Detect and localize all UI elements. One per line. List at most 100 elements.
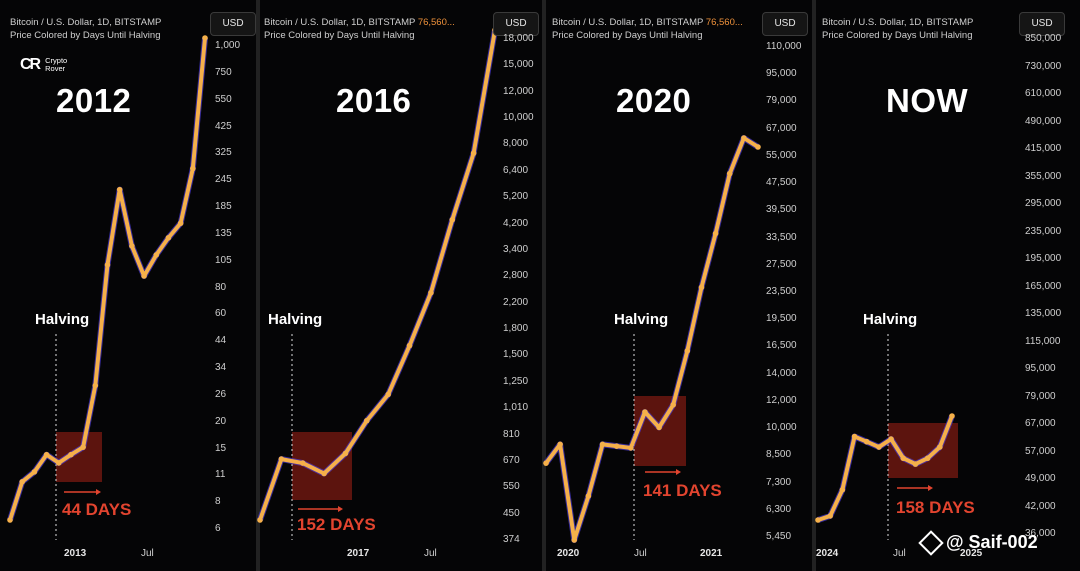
chart-title: Bitcoin / U.S. Dollar, 1D, BITSTAMP	[822, 17, 974, 28]
y-tick: 165,000	[1025, 280, 1062, 292]
year-label: NOW	[886, 82, 969, 119]
y-tick: 95,000	[1025, 363, 1056, 374]
price-readout: 76,560...	[417, 17, 455, 28]
logo-line2: Rover	[45, 64, 66, 73]
currency-button[interactable]: USD	[493, 12, 539, 36]
price-point	[815, 517, 821, 523]
y-tick: 295,000	[1025, 198, 1062, 209]
x-tick: Jul	[893, 548, 906, 559]
price-line	[544, 136, 760, 542]
price-point	[31, 469, 38, 475]
days-arrow-head	[96, 489, 101, 495]
price-point	[449, 216, 456, 223]
y-tick: 415,000	[1025, 143, 1062, 154]
y-tick: 16,500	[766, 340, 797, 352]
price-point	[613, 443, 620, 449]
y-tick: 750	[215, 66, 232, 78]
y-tick: 12,000	[503, 85, 534, 97]
currency-button[interactable]: USD	[1019, 12, 1065, 36]
y-tick: 550	[503, 481, 520, 493]
x-tick: 2013	[64, 548, 87, 559]
price-line-outline	[543, 135, 760, 543]
price-point	[670, 401, 676, 408]
y-tick: 2,800	[503, 270, 529, 282]
panel-divider	[812, 0, 816, 571]
price-point	[116, 186, 123, 193]
y-tick: 135,000	[1025, 308, 1062, 319]
price-point	[863, 438, 870, 445]
currency-button[interactable]: USD	[210, 12, 256, 36]
y-tick: 115,000	[1025, 335, 1061, 347]
y-tick: 67,000	[1025, 418, 1056, 429]
y-tick: 850,000	[1025, 33, 1062, 44]
price-point	[839, 486, 846, 493]
price-point	[599, 441, 606, 448]
x-tick: 2024	[816, 548, 839, 559]
price-series	[7, 35, 208, 523]
y-tick: 4,200	[503, 217, 529, 229]
chart-header: Bitcoin / U.S. Dollar, 1D, BITSTAMP 76,5…	[264, 16, 455, 42]
y-tick: 27,500	[766, 258, 797, 270]
y-tick: 730,000	[1025, 60, 1062, 72]
x-tick: Jul	[141, 548, 154, 559]
price-point	[141, 273, 147, 279]
y-tick: 245	[215, 174, 232, 186]
price-point	[342, 450, 349, 457]
price-point	[712, 230, 719, 237]
x-tick: Jul	[424, 548, 437, 559]
y-tick: 42,000	[1025, 500, 1056, 512]
y-tick: 8	[215, 496, 221, 508]
price-point	[92, 382, 99, 389]
y-tick: 1,010	[503, 402, 529, 414]
y-tick: 1,250	[503, 375, 529, 387]
chart-header: Bitcoin / U.S. Dollar, 1D, BITSTAMP Pric…	[10, 16, 161, 42]
chart-subtitle: Price Colored by Days Until Halving	[822, 30, 973, 41]
y-tick: 20	[215, 415, 227, 427]
price-point	[543, 460, 549, 466]
y-tick: 49,000	[1025, 473, 1056, 484]
y-tick: 1,000	[215, 40, 241, 51]
chart-subtitle: Price Colored by Days Until Halving	[264, 30, 415, 41]
price-point	[684, 348, 691, 354]
y-tick: 5,450	[766, 531, 792, 542]
y-tick: 105	[215, 254, 232, 266]
y-tick: 3,400	[503, 243, 529, 255]
halving-label: Halving	[268, 311, 323, 328]
y-tick: 10,000	[766, 422, 797, 434]
x-tick: Jul	[634, 548, 647, 559]
y-tick: 26	[215, 388, 227, 400]
x-tick: 2021	[700, 548, 723, 559]
y-tick: 7,300	[766, 476, 792, 488]
y-tick: 15,000	[503, 59, 534, 71]
year-label: 2012	[56, 82, 132, 119]
x-tick: 2020	[557, 548, 580, 559]
y-tick: 1,500	[503, 349, 529, 361]
y-tick: 1,800	[503, 323, 529, 335]
y-tick: 15	[215, 442, 227, 454]
y-tick: 79,000	[1025, 390, 1056, 402]
price-point	[656, 424, 662, 431]
price-point	[698, 284, 705, 291]
y-tick: 374	[503, 534, 520, 545]
price-point	[827, 513, 833, 519]
y-tick: 355,000	[1025, 170, 1062, 182]
price-point	[299, 460, 306, 466]
price-point	[55, 460, 62, 466]
y-tick: 23,500	[766, 286, 797, 297]
year-label: 2016	[336, 82, 412, 119]
currency-button[interactable]: USD	[762, 12, 808, 36]
days-arrow-head	[928, 485, 933, 491]
price-point	[937, 444, 943, 450]
price-point	[406, 342, 413, 349]
watermark-text: @ Saif-002	[946, 532, 1038, 552]
price-point	[949, 413, 955, 419]
price-point	[888, 436, 894, 442]
chart-header: Bitcoin / U.S. Dollar, 1D, BITSTAMP Pric…	[822, 16, 973, 42]
y-tick: 60	[215, 308, 227, 320]
y-tick: 39,500	[766, 204, 797, 216]
y-tick: 490,000	[1025, 115, 1062, 127]
y-tick: 55,000	[766, 149, 797, 161]
price-point	[571, 537, 578, 543]
price-line	[258, 29, 497, 521]
